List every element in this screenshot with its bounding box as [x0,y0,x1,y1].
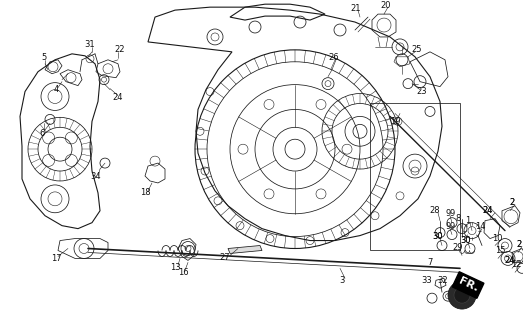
Text: 3: 3 [339,276,345,285]
Text: 19: 19 [390,117,400,126]
Text: 13: 13 [169,263,180,272]
Text: 24: 24 [113,93,123,102]
Text: 24: 24 [483,206,493,215]
Circle shape [448,281,476,309]
Text: 31: 31 [85,40,95,49]
Text: 21: 21 [351,4,361,13]
Text: 9: 9 [446,222,451,231]
Text: 1: 1 [465,216,471,225]
Text: 27: 27 [220,253,230,262]
Text: 2: 2 [509,198,515,207]
Text: 11: 11 [453,281,463,290]
Text: 24: 24 [505,256,515,265]
Text: 34: 34 [90,172,101,181]
Text: 10: 10 [492,234,502,243]
Text: 28: 28 [430,206,440,215]
Text: 7: 7 [427,258,433,267]
Text: FR.: FR. [457,276,480,294]
Text: 9: 9 [446,209,451,218]
Text: 32: 32 [438,276,448,285]
Text: 12: 12 [511,260,521,269]
Text: 2: 2 [516,240,521,249]
Text: 26: 26 [328,53,339,62]
Text: 9: 9 [449,209,454,218]
Text: 5: 5 [41,53,47,62]
Text: 29: 29 [453,243,463,252]
Text: 24: 24 [505,256,515,265]
Polygon shape [228,245,262,253]
Text: 20: 20 [381,1,391,10]
Text: 16: 16 [178,268,188,277]
Text: 33: 33 [422,276,433,285]
Text: 14: 14 [475,222,485,231]
Text: 4: 4 [53,85,59,94]
Text: 9: 9 [449,222,454,231]
Bar [370,103,460,251]
Text: 17: 17 [51,254,61,263]
Text: 25: 25 [412,45,422,54]
Text: 2: 2 [509,198,515,207]
Text: 18: 18 [140,188,150,197]
Text: 22: 22 [115,45,125,54]
Text: 6: 6 [39,129,44,138]
Text: 30: 30 [461,236,471,245]
Text: 24: 24 [483,206,493,215]
Text: 30: 30 [433,232,444,241]
Text: 30: 30 [433,232,444,241]
Text: 15: 15 [495,246,505,255]
Text: 2: 2 [516,240,521,249]
Circle shape [454,287,470,303]
Text: 23: 23 [417,87,427,96]
Text: 30: 30 [461,236,471,245]
Text: 8: 8 [456,214,461,223]
